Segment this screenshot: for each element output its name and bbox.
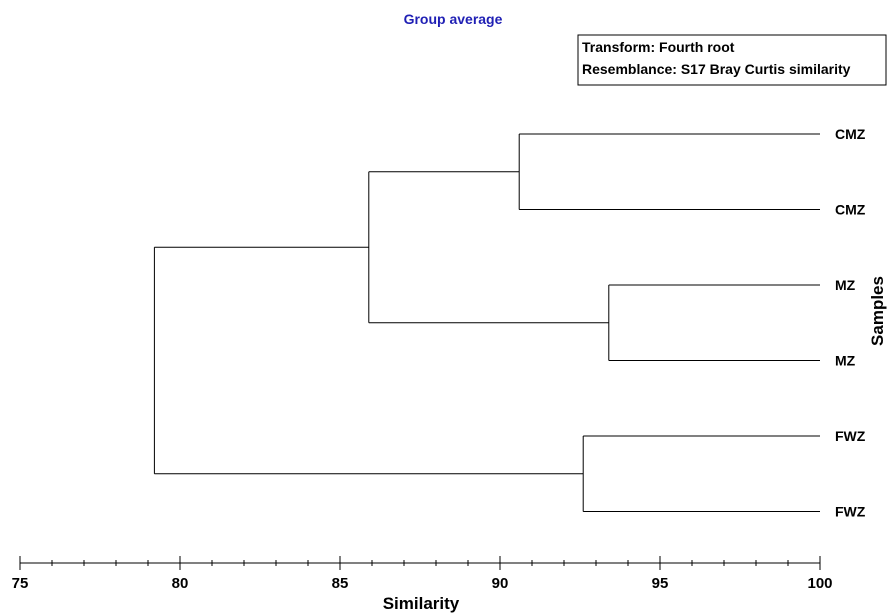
- x-tick-label: 85: [332, 575, 349, 592]
- annotation-box: Transform: Fourth root Resemblance: S17 …: [577, 34, 887, 86]
- leaf-label: FWZ: [835, 504, 866, 520]
- leaf-label: CMZ: [835, 202, 866, 218]
- x-tick-label: 95: [652, 575, 669, 592]
- leaf-labels: CMZ CMZ MZ MZ FWZ FWZ: [835, 126, 866, 520]
- chart-title: Group average: [404, 11, 503, 27]
- x-tick-label: 80: [172, 575, 189, 592]
- x-axis: 75 80 85 90 95 100: [12, 556, 833, 592]
- x-tick-label: 75: [12, 575, 29, 592]
- annotation-resemblance: Resemblance: S17 Bray Curtis similarity: [582, 61, 851, 77]
- leaf-label: MZ: [835, 353, 856, 369]
- x-tick-label: 90: [492, 575, 509, 592]
- y-axis-title: Samples: [868, 276, 887, 346]
- x-axis-title: Similarity: [383, 594, 460, 613]
- dendrogram-links: [153, 133, 820, 512]
- leaf-label: MZ: [835, 277, 856, 293]
- leaf-label: CMZ: [835, 126, 866, 142]
- leaf-label: FWZ: [835, 428, 866, 444]
- annotation-frame: [577, 34, 887, 86]
- x-tick-label: 100: [807, 575, 832, 592]
- annotation-transform: Transform: Fourth root: [582, 39, 735, 55]
